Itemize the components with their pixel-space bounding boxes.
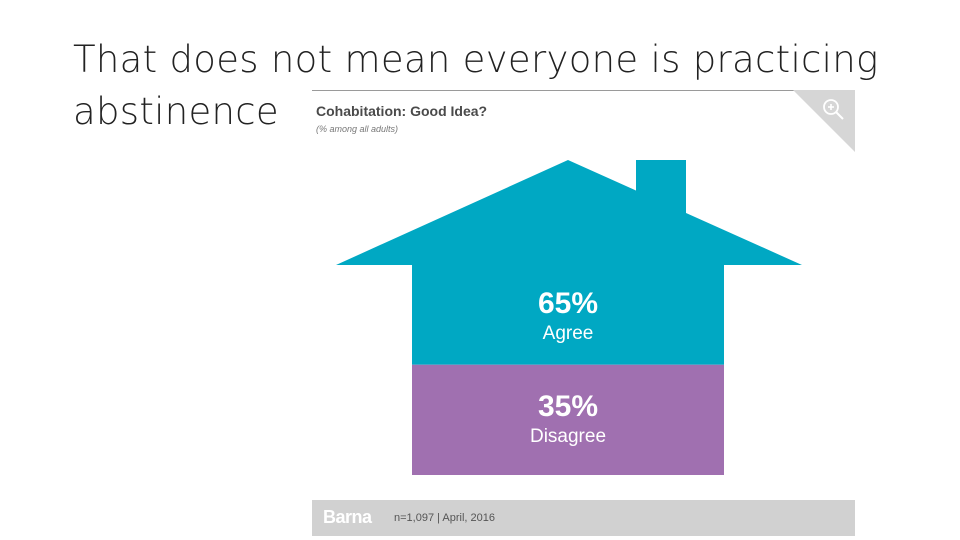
chart-subtitle: (% among all adults) — [316, 124, 399, 134]
sample-note: n=1,097 | April, 2016 — [394, 512, 496, 524]
top-divider — [312, 90, 855, 91]
segment-agree — [336, 160, 802, 365]
infographic-card: Cohabitation: Good Idea? (% among all ad… — [312, 90, 855, 536]
brand-logo: Barna — [323, 507, 372, 527]
category-label-disagree: Disagree — [530, 426, 606, 447]
value-label-disagree: 35% — [538, 390, 598, 423]
zoom-corner-fold — [793, 90, 855, 152]
footer-bar: Barna n=1,097 | April, 2016 — [312, 500, 855, 536]
category-label-agree: Agree — [543, 323, 594, 344]
slide-title: That does not mean everyone is practicin… — [73, 38, 879, 133]
chart-title: Cohabitation: Good Idea? — [316, 103, 488, 119]
zoom-corner[interactable] — [793, 90, 855, 152]
value-label-agree: 65% — [538, 287, 598, 320]
house-chart: 65% Agree 35% Disagree — [336, 160, 802, 475]
zoom-in-icon — [823, 99, 844, 120]
segment-disagree — [412, 364, 724, 475]
